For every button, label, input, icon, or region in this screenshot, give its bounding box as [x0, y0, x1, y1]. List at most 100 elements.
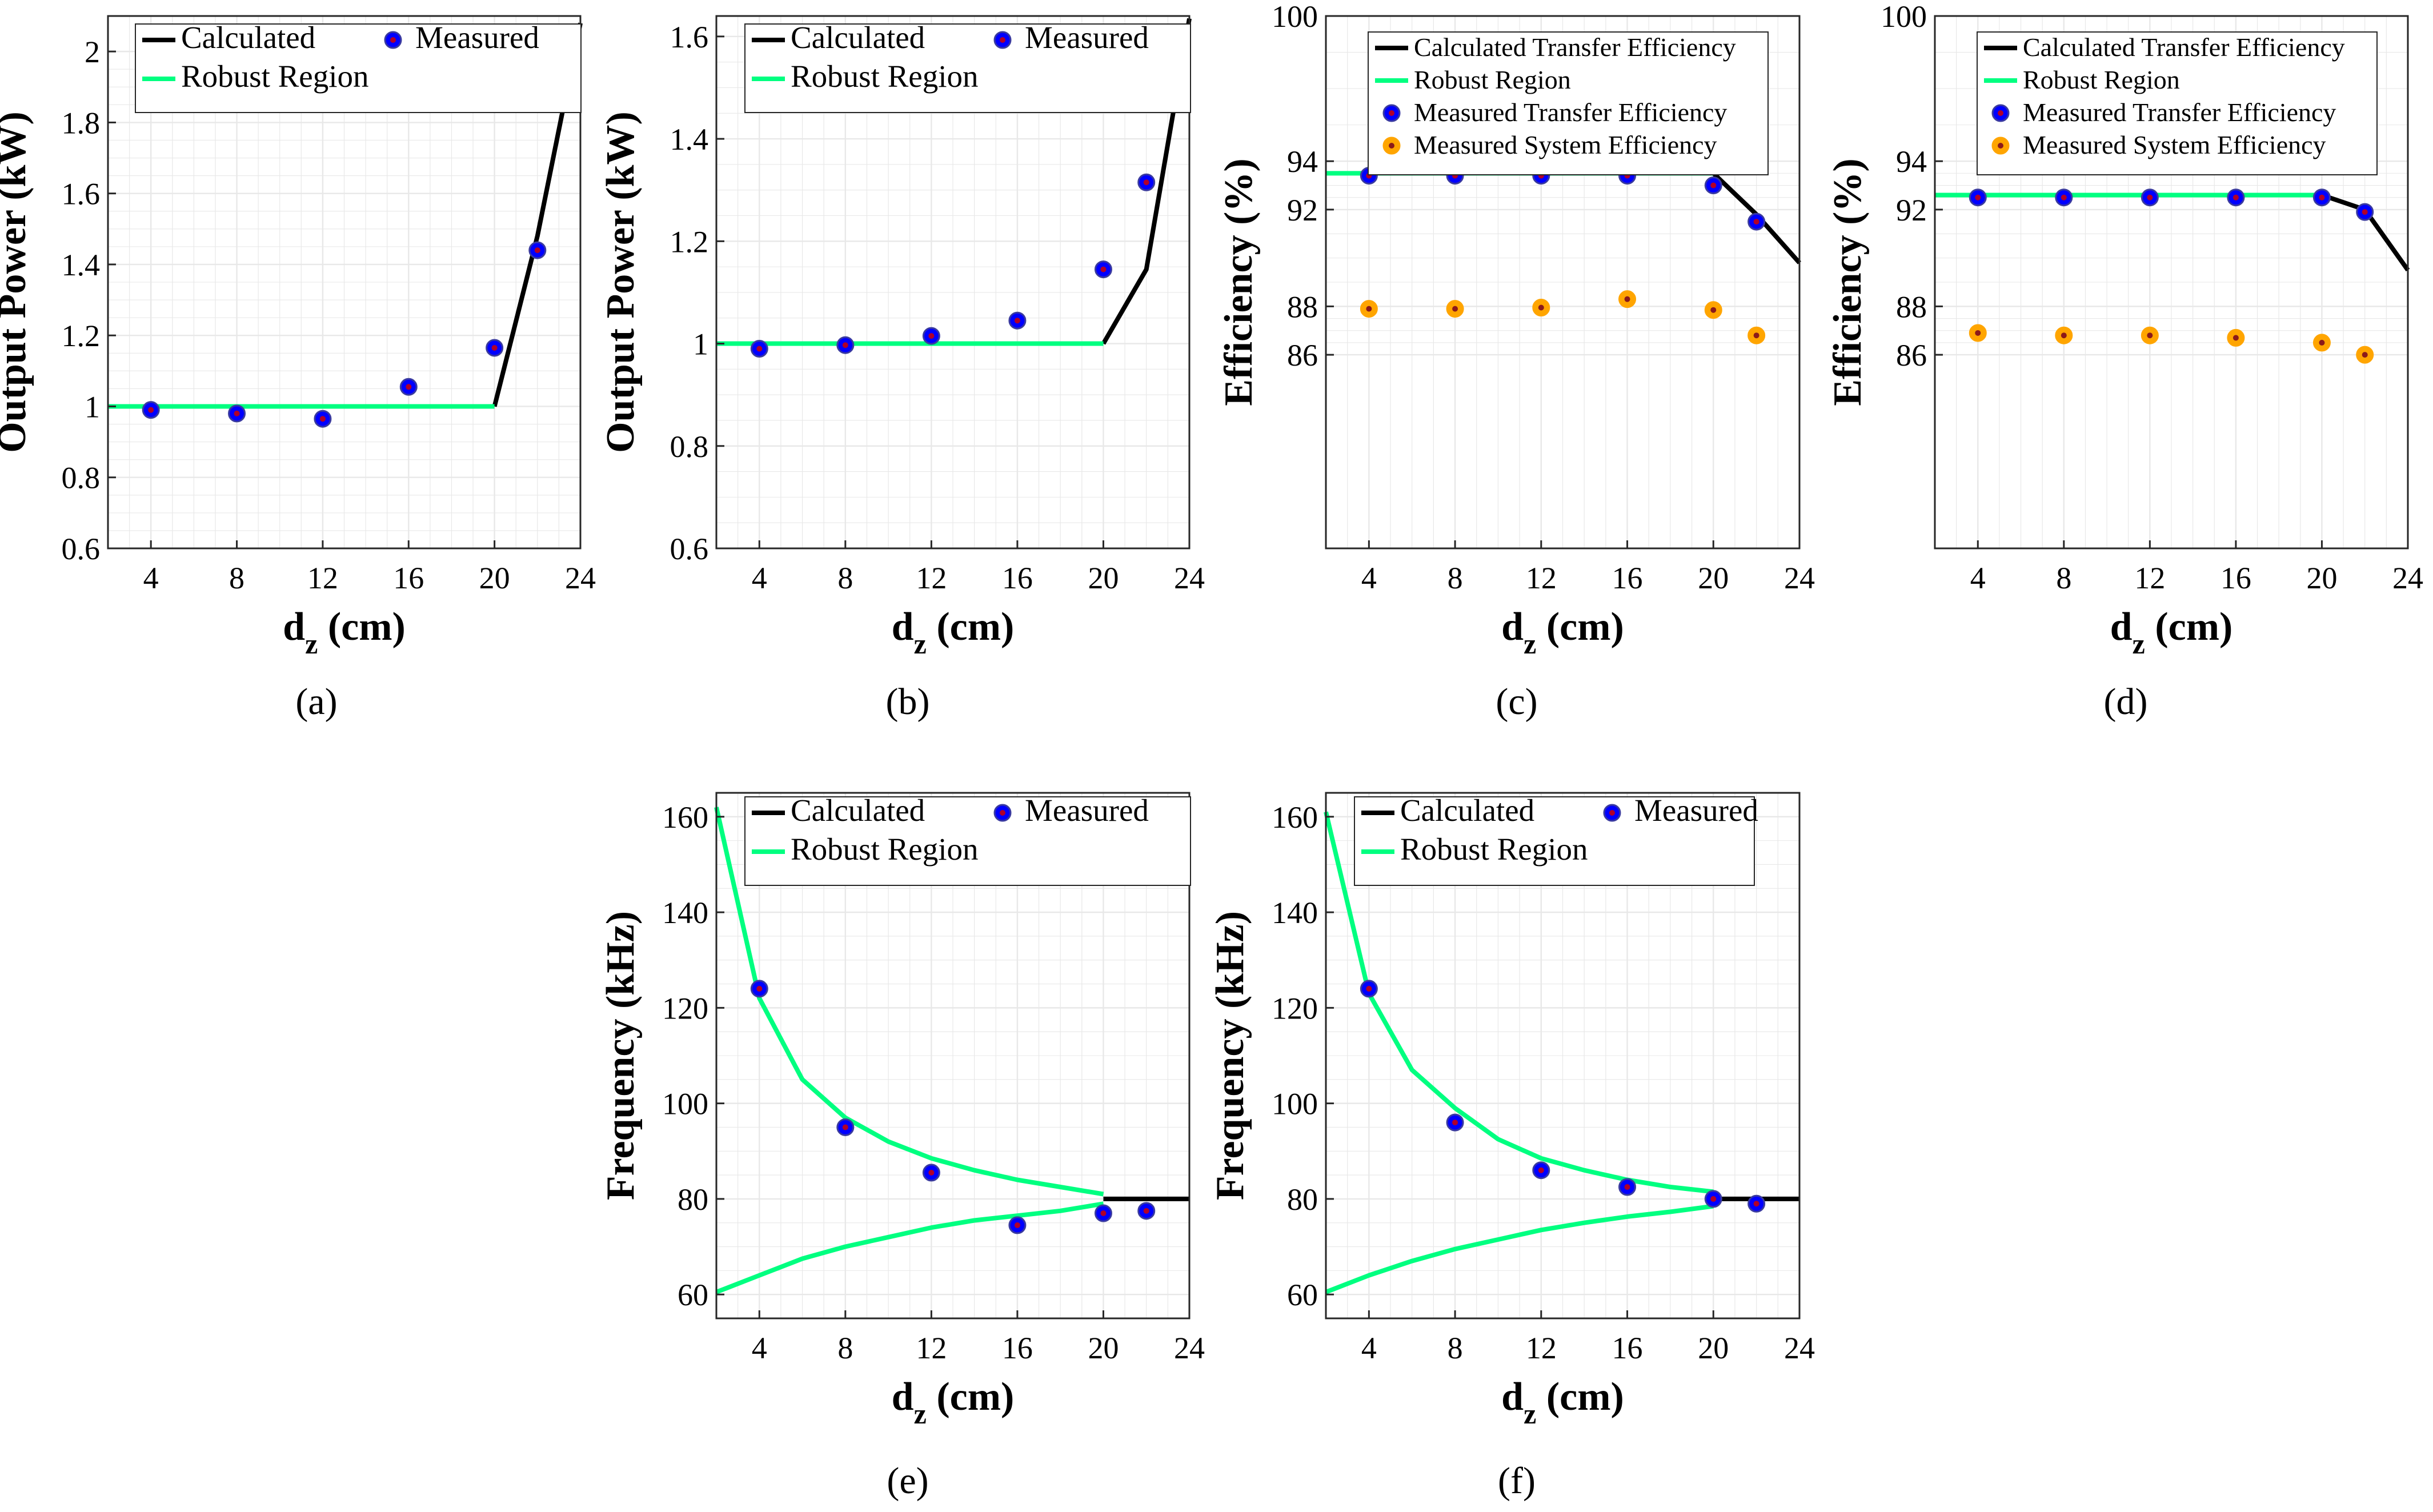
legend-swatch-marker [1603, 804, 1621, 822]
data-point [1747, 1194, 1766, 1213]
legend: Calculated Transfer Efficiency Robust Reg… [1368, 31, 1769, 175]
series-markers-1 [142, 241, 547, 428]
y-axis-label: Efficiency (%) [1217, 158, 1261, 406]
legend-item: Calculated [752, 20, 925, 55]
data-point [1094, 1204, 1112, 1222]
x-tick-label: 8 [837, 1331, 853, 1365]
legend-label: Robust Region [2023, 65, 2180, 94]
panel-caption: (e) [887, 1460, 928, 1502]
x-label-sub: z [1524, 1398, 1536, 1430]
data-point [1008, 311, 1027, 330]
x-tick-label: 8 [1448, 561, 1463, 595]
axes-box [1325, 792, 1801, 1320]
x-tick-label: 24 [565, 561, 596, 595]
y-tick-label: 0.6 [670, 532, 709, 566]
series-markers-1 [750, 980, 1156, 1234]
legend-item: Robust Region [142, 59, 369, 94]
legend-label: Measured [1634, 793, 1758, 828]
series-markers-1 [750, 173, 1156, 358]
series-markers-1 [1360, 980, 1766, 1213]
data-point [750, 980, 768, 998]
data-point [1137, 1202, 1156, 1220]
y-tick-label: 80 [1287, 1182, 1318, 1217]
legend-label: Calculated Transfer Efficiency [2023, 33, 2345, 62]
y-axis-label: Output Power (kW) [599, 111, 643, 453]
data-point [486, 339, 504, 357]
x-tick-label: 20 [2306, 561, 2337, 595]
series-markers-3 [1969, 324, 2374, 364]
y-tick-label: 0.8 [62, 461, 101, 495]
data-point [2227, 189, 2245, 207]
legend-box [1354, 796, 1755, 886]
y-tick-label: 160 [1272, 800, 1318, 835]
legend-item: Measured Transfer Efficiency [1991, 98, 2336, 127]
axes-box [1934, 15, 2409, 550]
y-tick-label: 1.2 [62, 319, 101, 353]
data-point [1446, 1113, 1464, 1132]
y-axis-label: Efficiency (%) [1826, 158, 1870, 406]
legend-swatch-marker [1382, 137, 1401, 155]
y-tick-label: 1 [693, 327, 708, 362]
legend-label: Robust Region [1414, 65, 1571, 94]
legend-item: Robust Region [752, 832, 979, 867]
x-tick-label: 20 [1698, 1331, 1729, 1365]
x-axis-label: dz (cm) [892, 605, 1015, 660]
data-point [1360, 300, 1378, 318]
x-tick-label: 20 [1088, 1331, 1119, 1365]
legend-item: Measured [993, 20, 1149, 55]
x-tick-label: 24 [1784, 561, 1815, 595]
legend-item: Calculated Transfer Efficiency [1375, 33, 1736, 62]
data-point [1969, 324, 1987, 342]
series-line-2 [1324, 811, 1714, 1194]
x-tick-label: 8 [2056, 561, 2071, 595]
panel-f: 4 8 12 16 20 24 60 80 100 120 140 160 dz (cm) Frequen… [1208, 792, 1815, 1502]
data-point [1532, 1161, 1550, 1180]
legend-item: Measured [384, 20, 539, 55]
data-point [1747, 212, 1766, 231]
panel-caption: (c) [1496, 681, 1537, 723]
x-tick-label: 8 [837, 561, 853, 595]
legend-label: Calculated [791, 793, 925, 828]
legend-item: Robust Region [1361, 832, 1588, 867]
y-tick-label: 86 [1287, 338, 1318, 372]
data-point [1704, 301, 1722, 319]
y-axis-label: Frequency (kHz) [1208, 911, 1252, 1200]
legend: Calculated Measured Robust Region [744, 793, 1191, 886]
x-axis-label: dz (cm) [283, 605, 406, 660]
legend-label: Robust Region [1400, 832, 1588, 867]
legend-swatch-marker [993, 31, 1012, 49]
y-tick-label: 86 [1896, 338, 1927, 372]
data-point [2141, 326, 2159, 344]
x-label-unit: (cm) [927, 605, 1015, 649]
data-point [1704, 1190, 1722, 1208]
legend-swatch-marker [1991, 137, 2010, 155]
y-tick-label: 92 [1287, 193, 1318, 227]
y-axis-label: Frequency (kHz) [599, 911, 643, 1200]
legend-label: Measured Transfer Efficiency [2023, 98, 2336, 127]
y-tick-label: 120 [1272, 991, 1318, 1025]
y-tick-label: 88 [1287, 290, 1318, 324]
y-tick-label: 1.4 [670, 122, 709, 157]
y-tick-label: 88 [1896, 290, 1927, 324]
legend-label: Measured Transfer Efficiency [1414, 98, 1727, 127]
series-line-2 [714, 807, 1104, 1197]
data-point [1618, 1178, 1637, 1196]
legend-item: Calculated Transfer Efficiency [1984, 33, 2345, 62]
x-label-sub: z [914, 1398, 927, 1430]
panel-caption: (d) [2104, 681, 2148, 723]
data-point [2141, 189, 2159, 207]
legend-box [744, 23, 1191, 113]
y-tick-label: 1.6 [670, 20, 709, 54]
legend-item: Calculated [752, 793, 925, 828]
data-point [1137, 173, 1156, 191]
data-point [2312, 334, 2331, 352]
y-tick-label: 100 [662, 1087, 708, 1121]
x-tick-label: 24 [1784, 1331, 1815, 1365]
data-point [1969, 189, 1987, 207]
y-tick-label: 100 [1272, 0, 1318, 34]
x-label-unit: (cm) [318, 605, 406, 649]
panel-a: 4 8 12 16 20 24 0.6 0.8 1 1.2 1.4 1.6 1.8 2 dz (cm) Out… [0, 15, 596, 723]
legend-swatch-marker [1382, 104, 1401, 122]
legend-item: Measured System Efficiency [1991, 130, 2326, 159]
